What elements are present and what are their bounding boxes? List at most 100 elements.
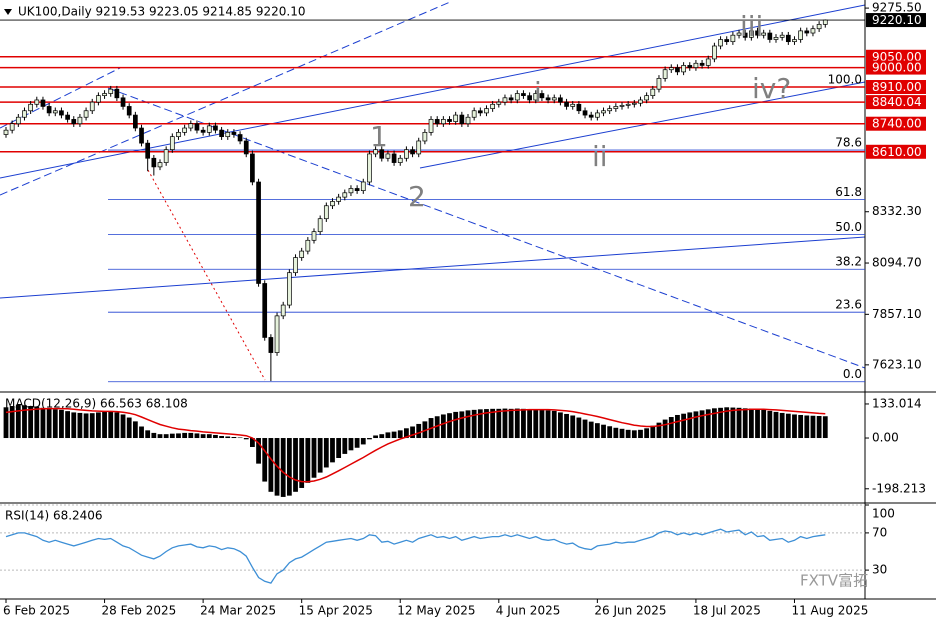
macd-bar <box>594 423 600 439</box>
candle-body <box>656 78 662 90</box>
macd-bar <box>490 408 496 439</box>
level-label: 9000.00 <box>872 61 922 75</box>
candle-body <box>428 119 434 133</box>
macd-bar <box>373 435 378 439</box>
macd-bar <box>360 438 366 445</box>
macd-bar <box>354 438 360 448</box>
macd-bar <box>89 413 95 439</box>
candle-body <box>65 114 70 120</box>
macd-bar <box>484 409 489 439</box>
macd-bar <box>533 409 539 439</box>
candle-body <box>459 114 465 125</box>
macd-bar <box>3 407 9 439</box>
macd-bar <box>558 412 563 439</box>
candle-body <box>650 88 656 96</box>
candle-body <box>453 114 459 122</box>
candle-body <box>3 129 9 135</box>
wave-label: iv? <box>752 72 791 105</box>
candle-body <box>484 108 489 114</box>
menu-arrow[interactable] <box>4 9 12 15</box>
last-price-bg <box>866 13 926 28</box>
macd-bar <box>631 430 637 439</box>
macd-bar <box>576 417 582 439</box>
macd-signal <box>5 407 826 483</box>
x-tick-label: 28 Feb 2025 <box>102 604 177 618</box>
macd-bar <box>785 413 791 439</box>
macd-bar <box>681 413 686 439</box>
candle-body <box>447 119 452 122</box>
candle-body <box>601 110 606 114</box>
candle-body <box>533 93 539 101</box>
candle-body <box>120 97 126 107</box>
candle-body <box>792 39 797 43</box>
candle-body <box>336 196 341 202</box>
macd-bar <box>699 410 705 439</box>
macd-bar <box>305 438 311 483</box>
macd-bar <box>625 429 631 439</box>
macd-bar <box>761 409 767 439</box>
macd-bar <box>502 408 508 439</box>
macd-bar <box>219 435 224 439</box>
candle-body <box>46 106 52 114</box>
candle-body <box>34 99 40 105</box>
macd-bar <box>816 416 822 439</box>
candle-body <box>231 131 237 135</box>
candle-body <box>163 149 169 163</box>
candle-body <box>465 116 471 125</box>
candle-body <box>404 149 409 159</box>
candle-body <box>619 105 625 107</box>
macd-bar <box>15 404 21 439</box>
candle-body <box>422 131 428 142</box>
level-box: 8610.00 <box>866 144 926 159</box>
candle-body <box>490 103 495 109</box>
macd-bar <box>250 438 255 447</box>
x-tick-label: 11 Aug 2025 <box>791 604 868 618</box>
level-box: 8910.00 <box>866 80 926 95</box>
macd-bar <box>243 438 249 440</box>
trend-line <box>0 236 866 299</box>
candle-body <box>133 114 138 129</box>
macd-bar <box>330 438 335 463</box>
candle-body <box>742 32 748 38</box>
candle-body <box>822 19 828 25</box>
macd-bar <box>459 411 465 439</box>
macd-bar <box>157 434 163 439</box>
candle-body <box>176 131 181 138</box>
candle-body <box>718 39 723 47</box>
candle-body <box>441 119 446 125</box>
candle-body <box>188 123 194 129</box>
wave-label: ii <box>592 140 608 173</box>
candle-body <box>496 101 502 105</box>
x-tick-label: 12 May 2025 <box>397 604 475 618</box>
candle-body <box>280 304 286 317</box>
level-box: 9050.00 <box>866 49 926 64</box>
candle-body <box>736 32 742 36</box>
macd-bar <box>539 409 545 439</box>
candle-body <box>521 93 526 96</box>
candle-body <box>644 95 649 101</box>
trend-line-dashed <box>0 1 451 196</box>
macd-bar <box>736 407 742 439</box>
candle-body <box>59 110 64 116</box>
candle-body <box>675 67 680 73</box>
macd-bar <box>724 407 730 439</box>
macd-bar <box>391 431 397 439</box>
macd-bar <box>77 412 83 439</box>
level-label: 8840.04 <box>872 95 922 109</box>
fib-label: 78.6 <box>835 136 862 150</box>
candle-body <box>773 37 779 40</box>
candle-body <box>293 257 298 274</box>
macd-bar <box>176 433 181 439</box>
candle-body <box>102 93 107 96</box>
candle-body <box>730 34 736 43</box>
x-tick-label: 18 Jul 2025 <box>693 604 761 618</box>
fib-label: 38.2 <box>835 255 862 269</box>
candle-body <box>687 65 693 68</box>
macd-bar <box>718 407 723 439</box>
macd-bar <box>132 421 138 439</box>
candle-body <box>625 103 631 106</box>
level-box-bg <box>866 49 926 64</box>
macd-bar <box>668 417 674 439</box>
macd-bar <box>508 408 514 439</box>
